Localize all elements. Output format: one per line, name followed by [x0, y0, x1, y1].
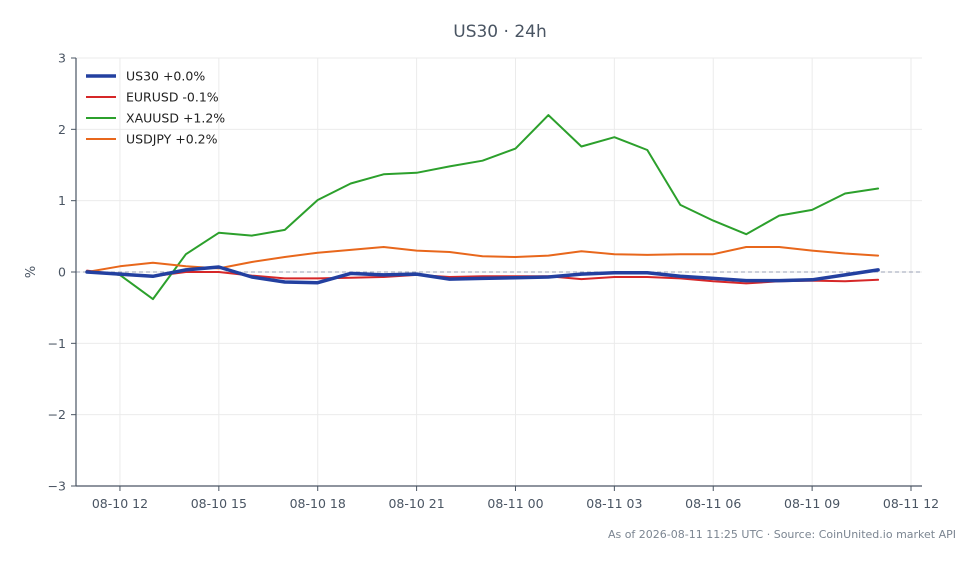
- y-tick-label: 2: [58, 122, 66, 137]
- legend-label-usdjpy: USDJPY +0.2%: [126, 132, 218, 147]
- x-tick-label: 08-10 15: [191, 496, 247, 511]
- x-tick-label: 08-11 00: [487, 496, 543, 511]
- series-line-xauusd: [86, 114, 880, 301]
- x-tick-label: 08-10 12: [92, 496, 148, 511]
- x-tick-label: 08-11 12: [883, 496, 939, 511]
- series-line-eurusd: [86, 269, 880, 285]
- legend-label-eurusd: EURUSD -0.1%: [126, 90, 219, 105]
- x-tick-label: 08-11 09: [784, 496, 840, 511]
- y-tick-label: 3: [58, 51, 66, 66]
- x-tick-label: 08-10 18: [290, 496, 346, 511]
- footer-note: As of 2026-08-11 11:25 UTC · Source: Coi…: [608, 528, 956, 541]
- x-tick-label: 08-11 03: [586, 496, 642, 511]
- tick-labels: 3 2 1 0 −1 −2 −3 08-10 12 08-10 15 08-10 18 08-10 …: [48, 51, 940, 512]
- x-tick-label: 08-11 06: [685, 496, 741, 511]
- x-tick-label: 08-10 21: [388, 496, 444, 511]
- y-axis-label: %: [24, 266, 39, 278]
- axes: [71, 57, 922, 491]
- legend: US30 +0.0% EURUSD -0.1% XAUUSD +1.2% USDJPY…: [86, 69, 225, 147]
- y-tick-label: −3: [48, 479, 66, 494]
- legend-label-us30: US30 +0.0%: [126, 69, 205, 84]
- y-tick-label: −1: [48, 336, 66, 351]
- series-group: [85, 114, 880, 301]
- chart-title: US30 · 24h: [453, 22, 546, 42]
- y-tick-label: 1: [58, 193, 66, 208]
- y-tick-label: 0: [58, 265, 66, 280]
- series-line-us30: [85, 265, 880, 285]
- y-tick-label: −2: [48, 407, 66, 422]
- legend-label-xauusd: XAUUSD +1.2%: [126, 111, 225, 126]
